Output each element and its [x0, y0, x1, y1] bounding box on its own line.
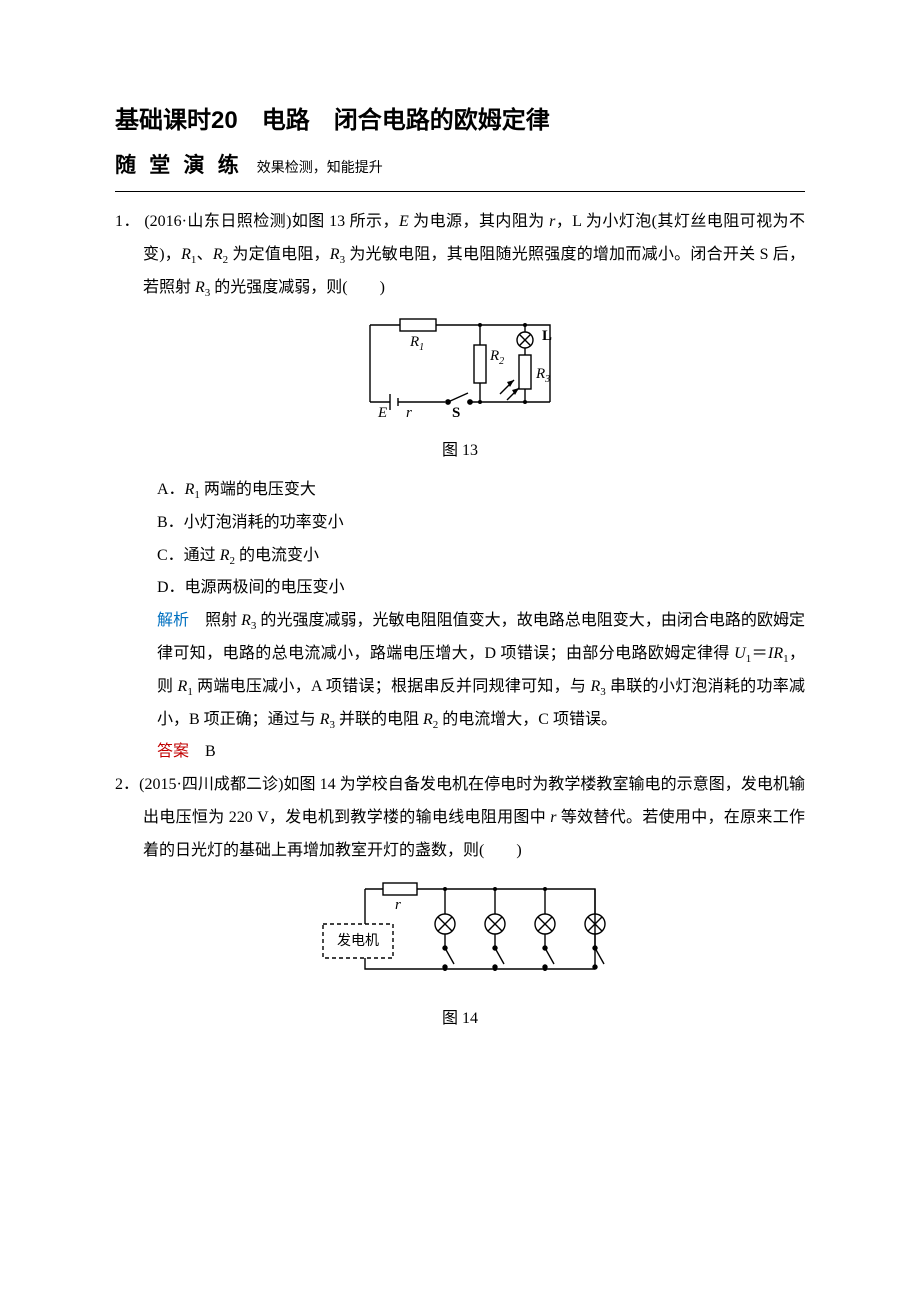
subtitle-underline: [115, 191, 805, 192]
q1-stem-frag: (2016·山东日照检测)如图 13 所示，: [140, 213, 399, 230]
sym-E: E: [399, 213, 409, 230]
subtitle-row: 随 堂 演 练 效果检测，知能提升: [115, 149, 805, 179]
figure-13: R1 R2 R3 L E r S: [115, 310, 805, 433]
question-1: 1． (2016·山东日照检测)如图 13 所示，E 为电源，其内阻为 r，L …: [115, 206, 805, 769]
label-L: L: [542, 328, 552, 344]
lesson-title: 基础课时20 电路 闭合电路的欧姆定律: [115, 100, 805, 135]
label-R2: R2: [489, 348, 504, 367]
sym-R2: R: [213, 246, 223, 263]
sym-R3: R: [195, 279, 205, 296]
circuit-diagram-1: R1 R2 R3 L E r S: [350, 310, 570, 420]
explain-frag: 两端电压减小，A 项错误；根据串反并同规律可知，与: [193, 678, 591, 695]
sym-R3: R: [320, 711, 330, 728]
label-r: r: [395, 897, 401, 913]
figure-14-label: 图 14: [115, 1003, 805, 1036]
subtitle-main: 随 堂 演 练: [115, 149, 243, 179]
opt-A-text: 两端的电压变大: [200, 481, 316, 498]
opt-C-pre: C．通过: [157, 547, 220, 564]
q2-stem: 2．(2015·四川成都二诊)如图 14 为学校自备发电机在停电时为教学楼教室输…: [115, 769, 805, 867]
answer-value: B: [189, 743, 216, 760]
q1-option-B: B．小灯泡消耗的功率变小: [157, 507, 805, 540]
q1-explanation: 解析 照射 R3 的光强度减弱，光敏电阻阻值变大，故电路总电阻变大，由闭合电路的…: [115, 605, 805, 736]
circuit-diagram-2: r 发电机: [305, 874, 615, 989]
explain-label: 解析: [157, 612, 189, 629]
q1-option-A: A．R1 两端的电压变大: [157, 474, 805, 507]
figure-14: r 发电机: [115, 874, 805, 1002]
label-generator: 发电机: [337, 933, 379, 949]
opt-A-pre: A．: [157, 481, 185, 498]
sym-R3: R: [330, 246, 340, 263]
sym-R3: R: [590, 678, 600, 695]
q2-number: 2．: [115, 776, 139, 793]
q1-options: A．R1 两端的电压变大 B．小灯泡消耗的功率变小 C．通过 R2 的电流变小 …: [115, 474, 805, 605]
q1-stem-frag: 为定值电阻，: [228, 246, 330, 263]
sym-R2: R: [423, 711, 433, 728]
explain-frag: 的电流增大，C 项错误。: [438, 711, 617, 728]
explain-frag: ＝: [751, 645, 768, 662]
opt-C-text: 的电流变小: [235, 547, 319, 564]
label-R1: R1: [409, 334, 424, 353]
sym-IR1: IR: [768, 645, 783, 662]
q1-stem: 1． (2016·山东日照检测)如图 13 所示，E 为电源，其内阻为 r，L …: [115, 206, 805, 304]
label-r: r: [406, 405, 412, 420]
explain-frag: 并联的电阻: [335, 711, 423, 728]
label-R3: R3: [535, 366, 550, 385]
label-S: S: [452, 405, 460, 420]
q1-option-D: D．电源两极间的电压变小: [157, 572, 805, 605]
question-2: 2．(2015·四川成都二诊)如图 14 为学校自备发电机在停电时为教学楼教室输…: [115, 769, 805, 1036]
subtitle-sub: 效果检测，知能提升: [257, 157, 383, 177]
label-E: E: [377, 405, 387, 420]
explain-frag: 照射: [189, 612, 241, 629]
q1-number: 1．: [115, 213, 140, 230]
q1-stem-frag: 、: [196, 246, 212, 263]
sym-R3: R: [241, 612, 251, 629]
sym-R1: R: [185, 481, 195, 498]
q1-stem-frag: 为电源，其内阻为: [409, 213, 549, 230]
sym-U1: U: [734, 645, 746, 662]
sym-R2: R: [220, 547, 230, 564]
q1-stem-frag: 的光强度减弱，则( ): [210, 279, 385, 296]
figure-13-label: 图 13: [115, 435, 805, 468]
sym-R1: R: [178, 678, 188, 695]
answer-label: 答案: [157, 743, 189, 760]
q1-option-C: C．通过 R2 的电流变小: [157, 540, 805, 573]
q1-answer: 答案 B: [115, 736, 805, 769]
sym-R1: R: [181, 246, 191, 263]
